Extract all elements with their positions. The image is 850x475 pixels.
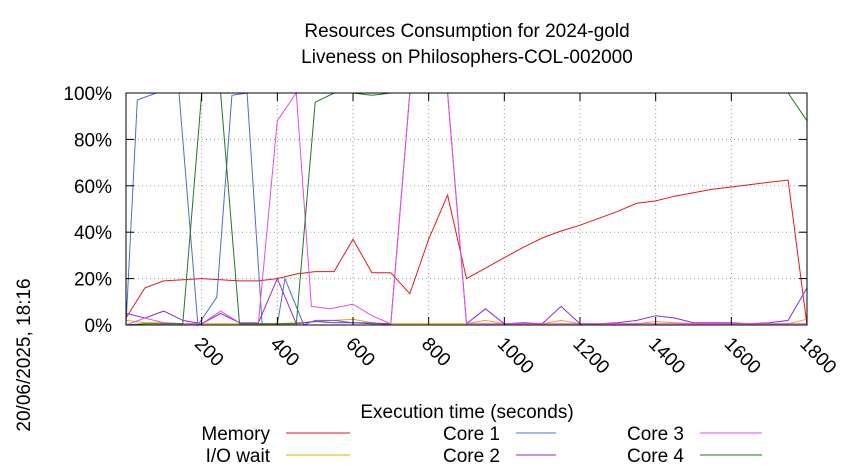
- legend-label: Core 2: [443, 446, 500, 467]
- y-tick-label: 80%: [74, 130, 112, 151]
- series-line-core-2: [125, 92, 808, 325]
- x-axis-ticks: 200 400 600 800 1000 1200 1400 1600 1800: [190, 93, 840, 378]
- y-axis-ticks: 0% 20% 40% 60% 80% 100%: [63, 84, 807, 337]
- y-tick-label: 100%: [63, 84, 112, 105]
- chart-title-line2: Liveness on Philosophers-COL-002000: [301, 47, 633, 68]
- grid-lines: [126, 92, 808, 326]
- series-line-memory: [125, 179, 808, 326]
- x-tick-label: 1200: [568, 334, 613, 379]
- x-tick-label: 1400: [644, 334, 689, 379]
- x-tick-label: 800: [417, 334, 454, 371]
- x-tick-label: 200: [190, 334, 227, 371]
- y-tick-label: 40%: [74, 223, 112, 244]
- series-line-core-3: [125, 91, 807, 326]
- y-tick-label: 0%: [85, 316, 113, 337]
- chart-title-line1: Resources Consumption for 2024-gold: [304, 21, 629, 42]
- x-tick-label: 600: [341, 334, 378, 371]
- legend-label: Core 4: [627, 446, 684, 467]
- series-line-core-4: [125, 92, 808, 326]
- y-tick-label: 20%: [74, 270, 112, 291]
- plot-border: [125, 92, 808, 326]
- x-tick-label: 1600: [720, 334, 765, 379]
- x-tick-label: 1000: [493, 334, 538, 379]
- legend-label: Core 1: [443, 424, 500, 445]
- series-line-core-1: [125, 92, 807, 327]
- x-tick-label: 400: [266, 334, 303, 371]
- legend-label: Memory: [201, 424, 270, 445]
- legend-label: Core 3: [627, 424, 684, 445]
- legend-label: I/O wait: [206, 446, 271, 467]
- series-lines: [125, 91, 808, 327]
- timestamp-label: 20/06/2025, 18:16: [14, 278, 35, 431]
- x-axis-label: Execution time (seconds): [360, 402, 573, 423]
- y-tick-label: 60%: [74, 177, 112, 198]
- x-tick-label: 1800: [795, 334, 840, 379]
